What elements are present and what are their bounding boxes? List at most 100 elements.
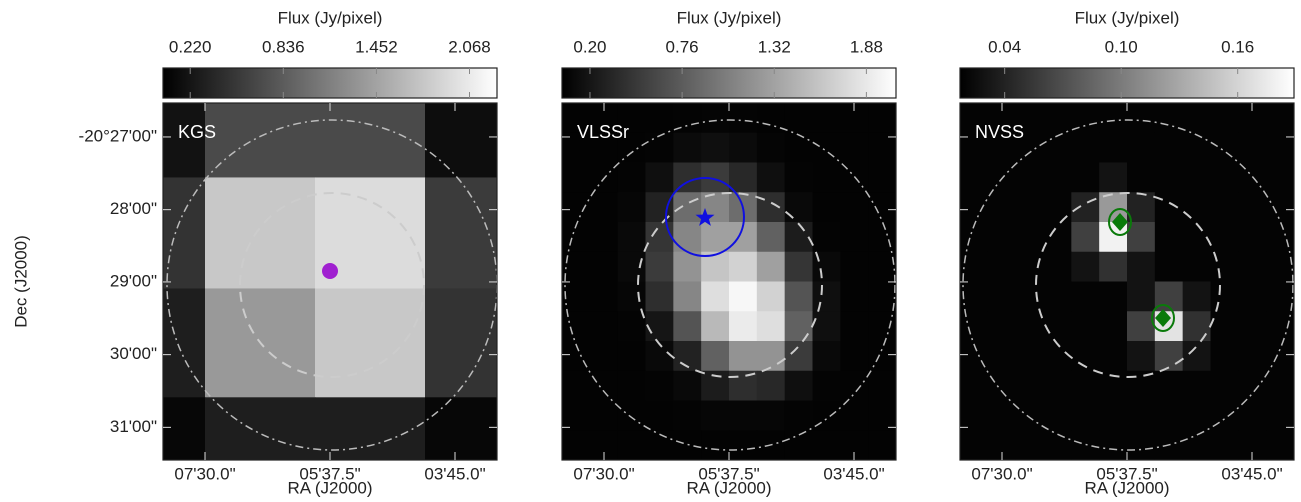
panel-label: NVSS [975,122,1024,142]
pixel [315,103,426,178]
pixel [1238,251,1267,282]
pixel [756,341,786,372]
colorbar-tick-label: 0.10 [1105,37,1138,56]
pixel [1154,251,1184,282]
pixel [960,132,989,163]
colorbar-tick-label: 0.836 [262,37,305,56]
pixel [1015,430,1044,460]
pixel [987,281,1017,312]
pixel [645,311,674,342]
colorbar-tick-label: 1.88 [850,37,883,56]
pixel [617,370,646,401]
pixel [1154,222,1184,253]
pixel [1182,311,1211,342]
y-axis-label: Dec (J2000) [11,235,30,328]
pixel [1210,132,1239,163]
pixel [1043,162,1072,193]
pixel [617,281,646,312]
pixel [812,192,841,223]
pixel [1238,400,1267,431]
pixel [784,430,813,460]
pixel [840,132,869,163]
colorbar-tick-label: 0.220 [169,37,212,56]
pixel [812,222,841,253]
pixel [1043,132,1072,163]
pixel [1099,103,1128,134]
pixel [1182,192,1211,223]
pixel [1043,222,1072,253]
pixel [1266,281,1294,312]
pixel [1099,400,1128,431]
pixel [701,281,730,312]
pixel [960,251,989,282]
pixel [812,132,841,163]
pixel [960,103,989,134]
pixel [645,132,674,163]
pixel [1238,222,1267,253]
colorbar-label: Flux (Jy/pixel) [1075,8,1180,27]
pixel [784,251,813,282]
colorbar-label: Flux (Jy/pixel) [677,8,782,27]
pixel [645,192,674,223]
pixel [562,132,591,163]
pixel [315,288,426,398]
x-axis-label: RA (J2000) [1084,478,1169,497]
pixel [840,281,869,312]
pixel [673,192,702,223]
pixel [840,251,869,282]
pixel [1043,311,1072,342]
source-ellipse [1151,304,1175,332]
pixel [589,192,619,223]
source-ellipse [1108,208,1132,236]
pixel [673,132,702,163]
pixel [1154,400,1184,431]
pixel [1099,132,1128,163]
pixel [1099,430,1128,460]
pixel [617,192,646,223]
pixel [812,311,841,342]
pixel [1043,281,1072,312]
pixel [1182,103,1211,134]
pixel [1182,400,1211,431]
pixel [562,430,591,460]
pixel [645,251,674,282]
pixel [645,281,674,312]
colorbar-label: Flux (Jy/pixel) [278,8,383,27]
pixel [1210,103,1239,134]
pixel [1182,430,1211,460]
dashdot-circle [564,119,896,451]
pixel [987,370,1017,401]
colorbar [162,67,498,99]
pixel [1238,370,1267,401]
pixel [701,132,730,163]
pixel [1071,162,1100,193]
pixel [756,370,786,401]
pixel [784,222,813,253]
pixel [425,177,497,289]
pixel [840,311,869,342]
pixel [562,400,591,431]
panel-label: KGS [178,122,216,142]
pixel [960,192,989,223]
source-marker [322,263,338,279]
pixel [163,288,206,398]
pixel [729,162,758,193]
pixel [812,162,841,193]
pixel [840,341,869,372]
pixel [756,400,786,431]
pixel [1127,132,1156,163]
pixel [868,370,896,401]
pixel [1210,370,1239,401]
pixel [1238,132,1267,163]
pixel [562,370,591,401]
pixel [840,222,869,253]
pixel [868,162,896,193]
pixel [1127,162,1156,193]
pixel [562,251,591,282]
pixel [784,311,813,342]
source-marker [1155,309,1171,327]
pixel [756,281,786,312]
pixel [1266,132,1294,163]
pixel [1099,311,1128,342]
y-tick-label: -20°27'00" [79,126,157,145]
